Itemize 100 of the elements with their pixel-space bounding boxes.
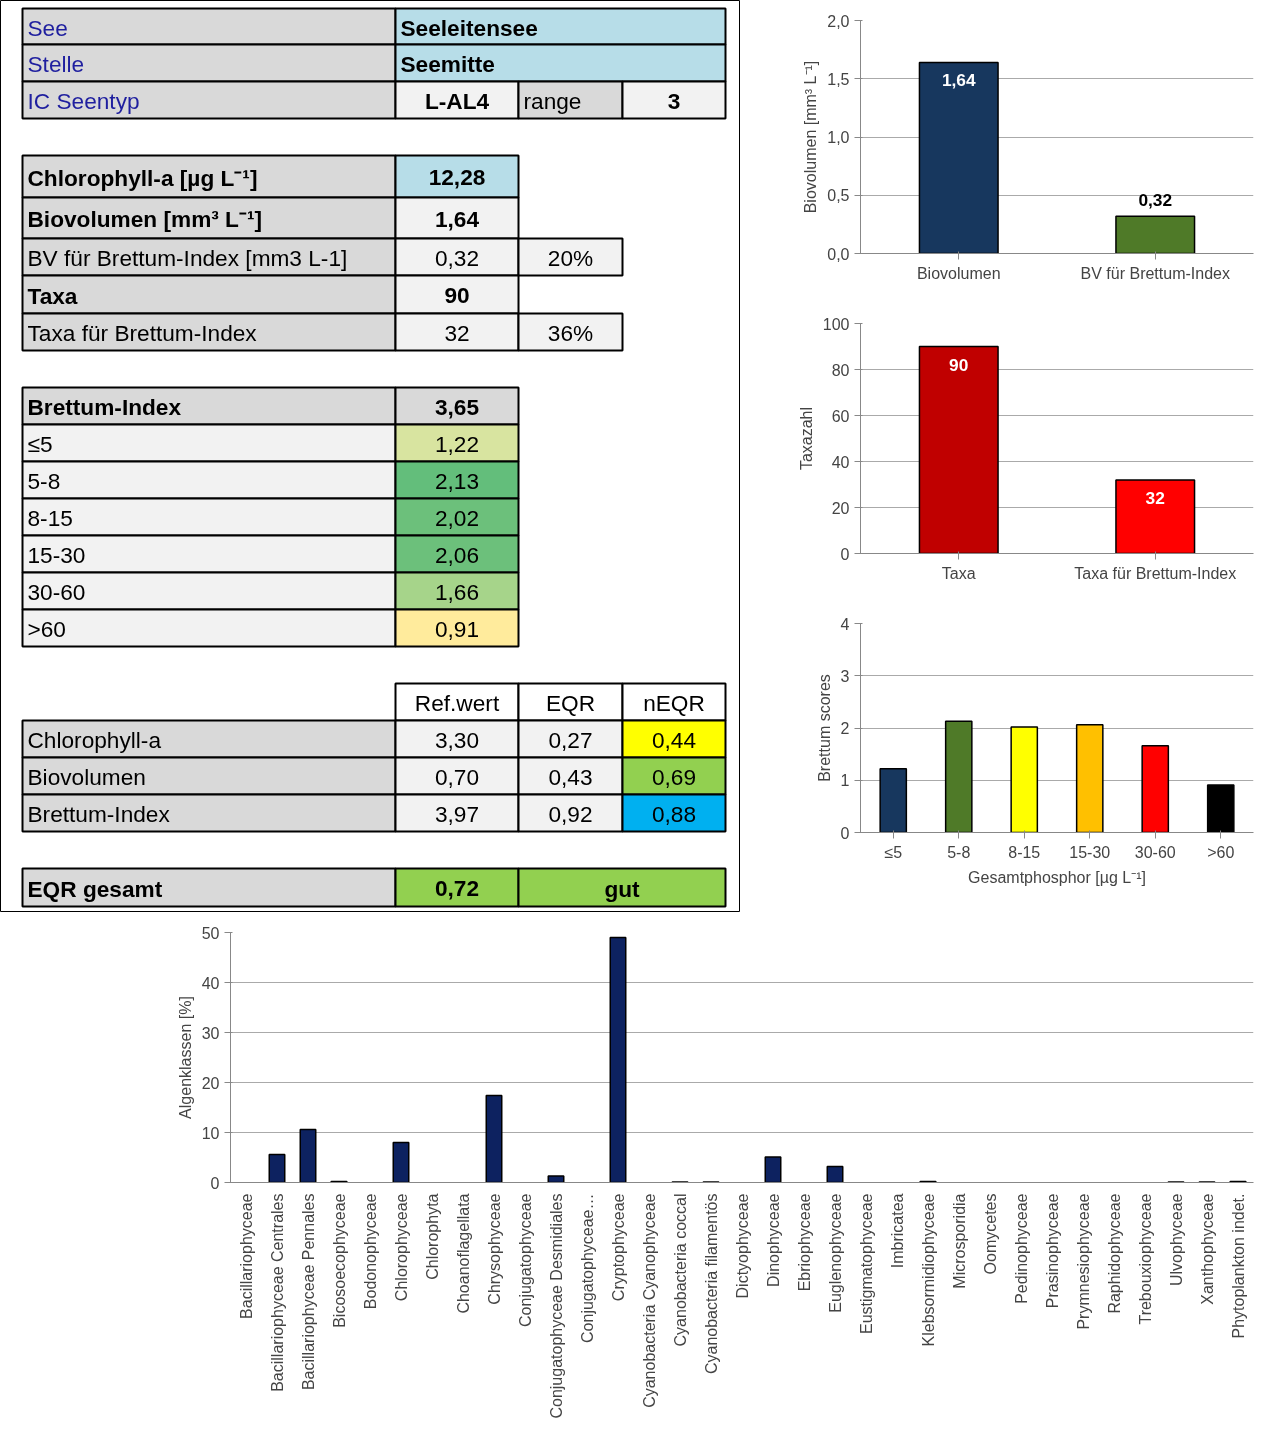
text: Brettum-Index [27,801,171,827]
y-tick-label: 0,5 [827,187,850,205]
data-label: 32 [1145,487,1165,508]
y-tick-label: 20 [831,499,850,517]
text: See [27,14,68,41]
text: 1,22 [434,430,480,457]
y-axis-title: Algenklassen [%] [176,996,194,1119]
x-tick-label: Dictyophyceae [733,1193,751,1299]
y-tick-label: 50 [201,924,220,942]
y-tick-label: 2,0 [827,12,850,30]
x-tick-label: Bicosoecophyceae [330,1193,348,1328]
text: Chlorophyll-a [µg L⁻¹] [27,164,258,191]
text: gut [604,875,641,902]
x-tick-label: Cyanobacteria filamentös [702,1193,720,1375]
text: 12,28 [428,164,486,190]
text: Biovolumen [mm³ L⁻¹] [27,206,263,232]
x-tick-label: Cyanobacteria Cyanophyceae [640,1193,658,1408]
y-tick-label: 0 [210,1174,220,1192]
x-tick-label: Cryptophyceae [609,1193,627,1302]
x-tick-label: Trebouxiophyceae [1136,1193,1154,1325]
text: 0,44 [651,726,697,753]
text: nEQR [643,690,705,716]
y-tick-label: 30 [201,1024,220,1042]
text: Chlorophyll-a [27,727,162,753]
y-tick-label: 60 [831,407,850,425]
text: 0,69 [651,763,697,790]
text: EQR gesamt [27,875,163,902]
y-tick-label: 40 [201,974,220,992]
text: Stelle [27,51,85,77]
x-tick-label: Prymnesiophyceae [1074,1193,1092,1330]
text: 2,06 [434,541,480,568]
y-tick-label: 40 [831,453,850,471]
text: 2,13 [434,467,480,494]
x-tick-label: ≤5 [884,843,903,861]
y-axis-title: Brettum scores [815,674,833,782]
x-tick-label: Oomycetes [981,1193,999,1275]
text: 0,32 [434,244,480,271]
text: Seeleitensee [400,14,538,41]
data-label: 90 [949,354,969,375]
x-tick-label: Euglenophyceae [826,1193,844,1313]
x-tick-label: Cyanobacteria coccal [671,1193,689,1347]
x-tick-label: Dinophyceae [764,1193,782,1287]
text: 3,97 [434,800,480,827]
text: EQR [545,690,596,716]
y-tick-label: 20 [201,1074,220,1092]
x-tick-label: Chlorophyta [423,1193,441,1280]
x-tick-label: Bacillariophyceae [237,1193,255,1319]
text: 32 [444,319,470,346]
text: 0,70 [434,763,480,790]
text: Taxa für Brettum-Index [27,320,258,346]
text: 36% [547,320,594,346]
x-tick-label: >60 [1207,843,1235,861]
text: 0,88 [651,800,697,827]
text: Seemitte [400,51,495,77]
text: 0,27 [548,726,593,753]
text: 1,66 [434,578,480,605]
y-axis-title: Biovolumen [mm³ L⁻¹] [802,60,820,214]
text: 0,72 [434,875,480,901]
x-tick-label: Eustigmatophyceae [857,1193,875,1335]
y-tick-label: 0 [840,545,850,563]
x-tick-label: Chlorophyceae [392,1193,410,1302]
x-tick-label: 5-8 [947,843,971,861]
x-tick-label: 15-30 [1069,843,1111,861]
y-tick-label: 2 [840,720,850,737]
text: 3 [667,87,681,114]
text: 20% [547,245,594,271]
x-tick-label: Klebsormidiophyceae [919,1193,937,1347]
x-axis-title: Gesamtphosphor [µg L⁻¹] [968,868,1146,886]
x-tick-label: Conjugatophyceae [516,1193,534,1327]
x-tick-label: BV für Brettum-Index [1080,264,1230,282]
text: 5-8 [27,467,61,494]
text: 1,64 [434,205,480,232]
x-tick-label: Raphidophyceae [1105,1193,1123,1314]
x-tick-label: Ebriophyceae [795,1193,813,1292]
y-tick-label: 1 [840,772,850,790]
text: Brettum-Index [27,394,182,420]
text: Taxa [27,282,78,309]
x-tick-label: Bodonophyceae [361,1193,379,1310]
y-tick-label: 0,0 [827,245,850,263]
y-tick-label: 10 [201,1124,220,1142]
text: 2,02 [434,504,480,531]
x-tick-label: Bacillariophyceae Centrales [268,1193,286,1392]
text: Biovolumen [27,764,146,790]
text: 90 [444,282,470,308]
x-tick-label: Imbricatea [888,1193,906,1269]
y-tick-label: 3 [840,667,850,685]
y-tick-label: 1,0 [827,129,850,146]
text: >60 [27,616,66,642]
y-axis-title: Taxazahl [797,406,815,471]
x-tick-label: Phytoplankton indet. [1229,1193,1247,1339]
x-tick-label: Microsporidia [950,1193,968,1289]
x-tick-label: Xanthophyceae [1198,1193,1216,1305]
x-tick-label: Choanoflagellata [454,1193,472,1314]
x-tick-label: Conjugatophyceae… [578,1193,596,1343]
text: L-AL4 [424,88,490,114]
x-tick-label: 8-15 [1008,843,1041,861]
text: 3,30 [434,726,480,753]
text: ≤5 [27,431,53,457]
x-tick-label: Chrysophyceae [485,1193,503,1305]
x-tick-label: Conjugatophyceae Desmidiales [547,1193,565,1419]
